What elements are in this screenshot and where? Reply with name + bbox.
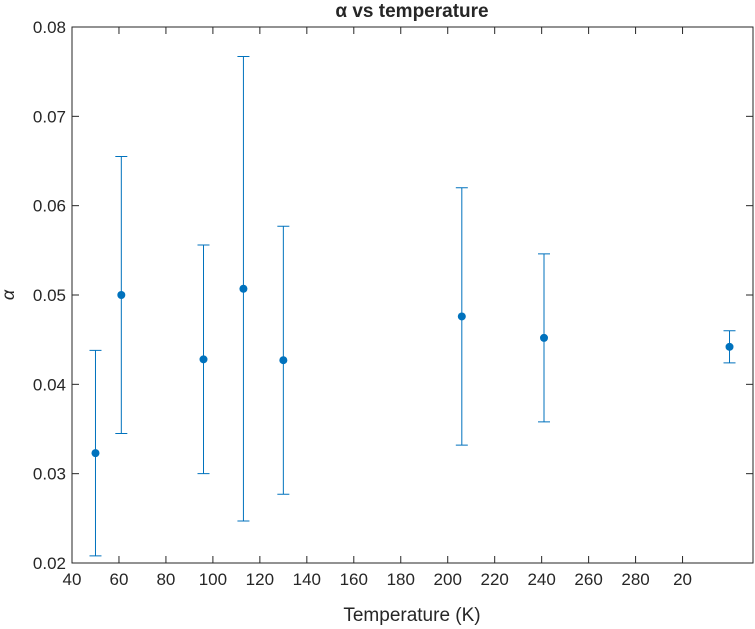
x-tick-label: 80 xyxy=(156,570,175,589)
data-point xyxy=(239,284,248,293)
chart-title: α vs temperature xyxy=(335,1,488,22)
x-tick-label: 20 xyxy=(673,570,692,589)
x-tick-label: 120 xyxy=(246,570,274,589)
y-tick-label: 0.05 xyxy=(33,286,66,305)
y-tick-label: 0.07 xyxy=(33,107,66,126)
axes-box xyxy=(71,26,754,564)
data-point xyxy=(199,355,208,364)
x-tick-label: 100 xyxy=(199,570,227,589)
data-point xyxy=(91,449,100,458)
x-tick-label: 280 xyxy=(621,570,649,589)
x-tick-label: 180 xyxy=(387,570,415,589)
x-tick-label: 260 xyxy=(574,570,602,589)
x-tick-label: 240 xyxy=(527,570,555,589)
data-point xyxy=(540,333,549,342)
x-tick-label: 200 xyxy=(434,570,462,589)
y-tick-label: 0.03 xyxy=(33,465,66,484)
y-tick-label: 0.04 xyxy=(33,375,66,394)
data-point xyxy=(279,356,288,365)
data-point xyxy=(725,342,734,351)
data-point xyxy=(457,312,466,321)
x-tick-label: 160 xyxy=(340,570,368,589)
x-tick-label: 220 xyxy=(481,570,509,589)
y-tick-label: 0.08 xyxy=(33,18,66,37)
y-axis-label: α xyxy=(0,289,18,300)
x-axis-label: Temperature (K) xyxy=(343,605,480,626)
x-tick-label: 60 xyxy=(110,570,129,589)
y-tick-label: 0.02 xyxy=(33,554,66,573)
data-point xyxy=(117,291,126,299)
y-tick-label: 0.06 xyxy=(33,197,66,216)
x-tick-label: 140 xyxy=(293,570,321,589)
x-tick-label: 40 xyxy=(63,570,82,589)
